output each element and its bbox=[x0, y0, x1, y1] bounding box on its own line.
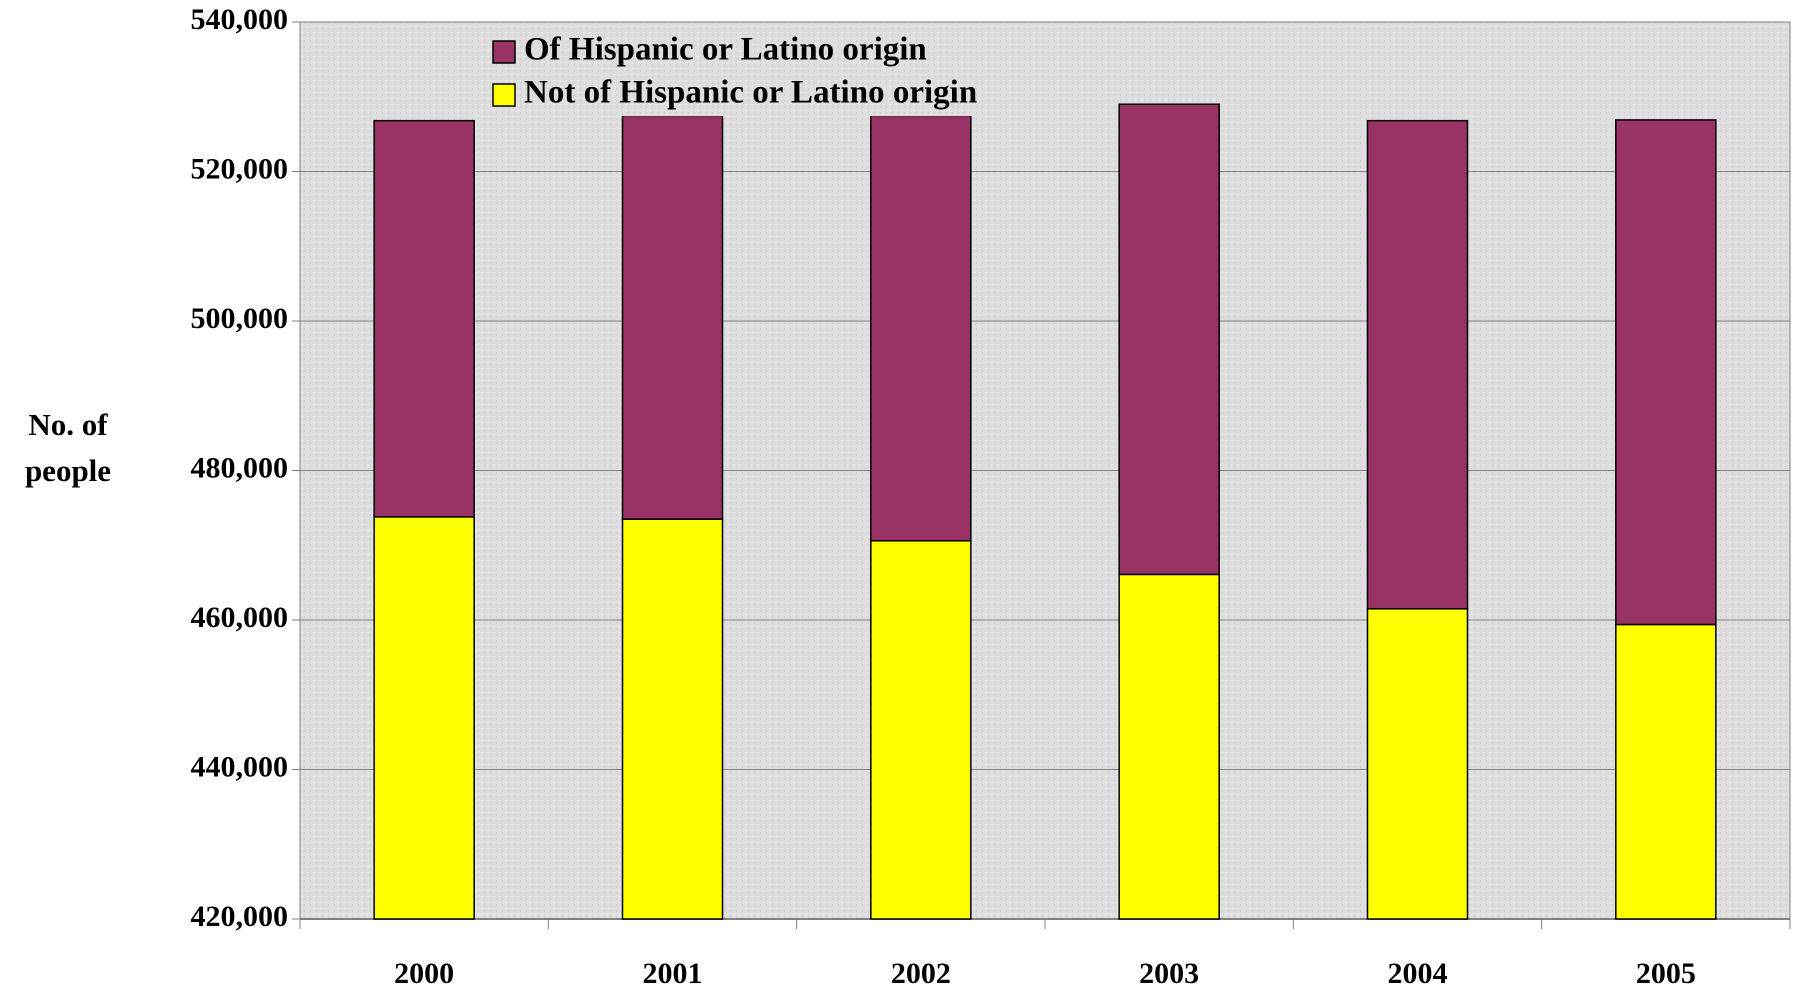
x-tick-label: 2004 bbox=[1388, 957, 1448, 990]
bar-segment bbox=[1118, 103, 1220, 576]
y-tick-label: 520,000 bbox=[191, 152, 289, 185]
x-tick-label: 2000 bbox=[394, 957, 454, 990]
bar-segment bbox=[1615, 623, 1717, 920]
legend-box bbox=[487, 30, 1047, 116]
y-tick-label: 540,000 bbox=[191, 3, 289, 36]
bar-segment bbox=[1118, 573, 1220, 920]
bar-segment bbox=[621, 518, 724, 920]
y-tick-label: 500,000 bbox=[191, 302, 289, 335]
bar-segment bbox=[870, 540, 972, 920]
y-tick-label: 460,000 bbox=[191, 601, 289, 634]
x-tick-label: 2001 bbox=[643, 957, 703, 990]
legend-swatch bbox=[492, 40, 516, 64]
x-tick-label: 2002 bbox=[891, 957, 951, 990]
y-axis-title: No. of people bbox=[24, 407, 112, 488]
bar-segment bbox=[870, 114, 972, 542]
y-tick-label: 440,000 bbox=[191, 750, 289, 783]
bar-segment bbox=[373, 119, 475, 518]
legend-label: Not of Hispanic or Latino origin bbox=[524, 75, 977, 111]
x-tick-label: 2005 bbox=[1636, 957, 1696, 990]
bar-segment bbox=[621, 114, 724, 520]
x-tick-label: 2003 bbox=[1139, 957, 1199, 990]
legend-swatch bbox=[492, 83, 516, 107]
y-tick-label: 480,000 bbox=[191, 451, 289, 484]
bar-segment bbox=[1366, 119, 1469, 610]
bar-segment bbox=[373, 516, 475, 920]
y-tick-label: 420,000 bbox=[191, 900, 289, 933]
bar-segment bbox=[1366, 608, 1469, 920]
bar-segment bbox=[1615, 119, 1717, 626]
legend-label: Of Hispanic or Latino origin bbox=[524, 32, 927, 68]
